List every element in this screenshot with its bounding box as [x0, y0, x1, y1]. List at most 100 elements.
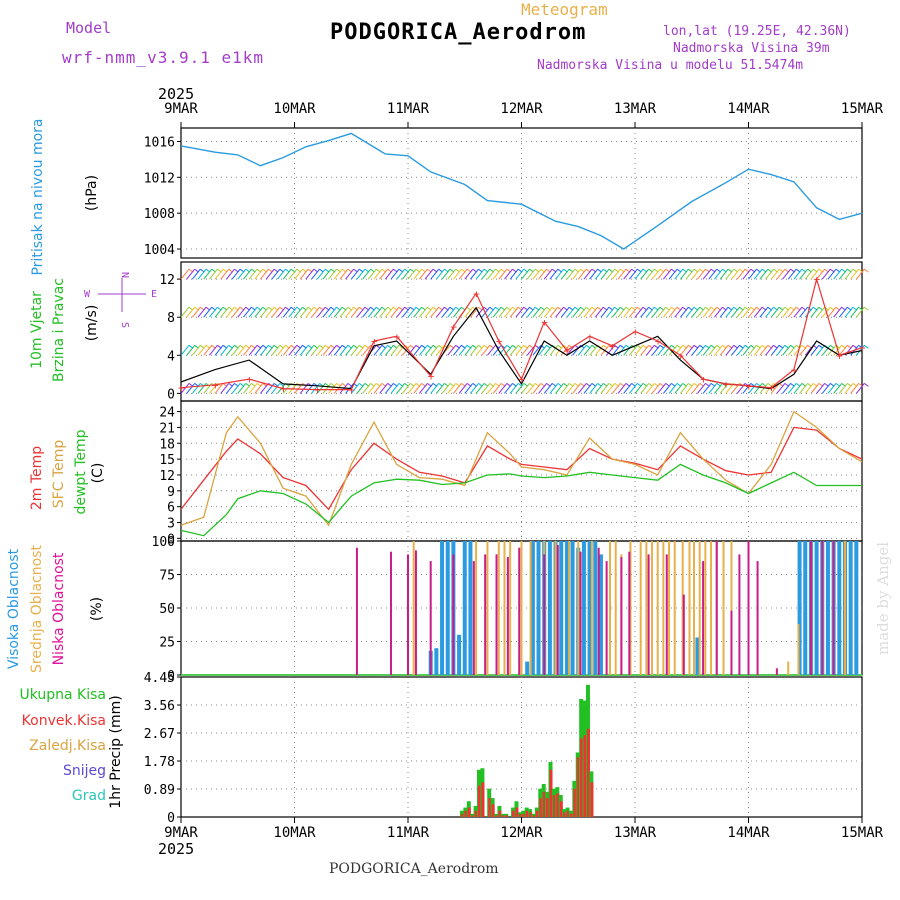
- wind-barb: [816, 383, 825, 394]
- cloud-bar: [484, 554, 487, 675]
- wind-barb: [617, 306, 627, 318]
- cloud-bar: [843, 541, 846, 675]
- wind-barb: [248, 306, 258, 318]
- wind-barb: [288, 306, 298, 318]
- cloud-bar: [518, 547, 521, 675]
- footer-title: PODGORICA_Aerodrom: [329, 861, 499, 877]
- wind-barb: [651, 268, 661, 280]
- wind-barb: [345, 268, 354, 280]
- wind-barb: [833, 268, 843, 280]
- wind-barb: [226, 268, 235, 280]
- wind-barb: [668, 268, 678, 280]
- x-tick-label-top: 15MAR: [841, 101, 884, 117]
- wind-barb: [191, 344, 201, 356]
- x-tick-label-bottom: 14MAR: [727, 825, 770, 841]
- wind-barb: [470, 383, 479, 394]
- wind-barb: [396, 306, 406, 318]
- wind-barb: [277, 306, 286, 318]
- cloud-bar: [503, 541, 506, 675]
- wind-barb: [299, 344, 309, 356]
- wind-barb: [345, 344, 354, 356]
- wind-gust-marker: +: [836, 349, 843, 362]
- cloud-bar: [730, 610, 733, 675]
- wind-barb: [390, 306, 400, 318]
- wind-barb: [271, 383, 281, 394]
- wind-barb: [708, 268, 718, 280]
- wind-barb: [243, 306, 252, 318]
- wind-barb: [487, 344, 496, 356]
- cloud-bar: [497, 541, 500, 675]
- wind-barb: [645, 344, 655, 356]
- wind-barb: [765, 306, 774, 318]
- wind-barb: [816, 344, 825, 356]
- wind-barb: [350, 268, 360, 280]
- label-t2m: 2m Temp: [29, 446, 45, 510]
- wind-barb: [481, 344, 491, 356]
- wind-barb: [260, 268, 269, 280]
- wind-barb: [413, 383, 423, 394]
- wind-barb: [231, 268, 241, 280]
- y-tick-label: 15: [159, 453, 175, 468]
- wind-gust-marker: +: [496, 335, 503, 348]
- wind-barb: [606, 268, 616, 280]
- y-tick-label: 25: [159, 636, 175, 651]
- precip-bar: [505, 815, 509, 817]
- wind-barb: [277, 268, 286, 280]
- cloud-bar: [722, 541, 725, 675]
- wind-barb: [776, 306, 786, 318]
- x-tick-label-bottom: 10MAR: [273, 825, 316, 841]
- wind-barb: [810, 344, 820, 356]
- wind-barb: [736, 344, 746, 356]
- y-tick-label: 6: [167, 501, 175, 516]
- cloud-bar: [472, 561, 475, 675]
- cloud-bar: [620, 557, 623, 675]
- wind-barb: [787, 306, 797, 318]
- wind-barb: [435, 268, 445, 280]
- wind-barb: [328, 344, 337, 356]
- wind-barb: [316, 306, 326, 318]
- wind-barb: [566, 306, 576, 318]
- cloud-bar: [668, 541, 671, 675]
- x-tick-label-top: 13MAR: [614, 101, 657, 117]
- wind-barb: [804, 306, 814, 318]
- wind-barb: [799, 383, 808, 394]
- wind-barb: [220, 268, 230, 280]
- label-cloud-high: Visoka Oblacnost: [6, 548, 22, 669]
- wind-barb: [191, 383, 201, 394]
- wind-barb: [668, 306, 678, 318]
- wind-barb: [674, 306, 684, 318]
- wind-barb: [464, 344, 474, 356]
- precip-bar: [498, 810, 502, 817]
- wind-barb: [509, 306, 519, 318]
- wind-gust-marker: +: [450, 321, 457, 334]
- wind-barb: [549, 344, 559, 356]
- cloud-bar: [702, 561, 705, 675]
- wind-barb: [623, 268, 633, 280]
- y-tick-label: 24: [159, 406, 175, 421]
- y-tick-label: 1016: [144, 135, 175, 150]
- wind-barb: [208, 344, 218, 356]
- wind-gust-marker: +: [564, 345, 571, 358]
- wind-barb: [589, 268, 598, 280]
- x-tick-label-bottom: 9MAR: [164, 825, 198, 841]
- wind-barb: [782, 344, 791, 356]
- cloud-bar: [629, 541, 632, 675]
- wind-gust-marker: +: [280, 383, 287, 396]
- wind-barb: [203, 344, 213, 356]
- wind-barb: [265, 306, 275, 318]
- wind-barb: [560, 306, 570, 318]
- wind-gust-marker: +: [768, 382, 775, 395]
- wind-barb: [617, 268, 627, 280]
- wind-barb: [294, 268, 303, 280]
- wind-barb: [396, 268, 406, 280]
- wind-barb: [691, 383, 701, 394]
- precip-legend-item: Konvek.Kisa: [22, 713, 106, 729]
- wind-barb: [447, 383, 457, 394]
- wind-barb: [634, 383, 644, 394]
- cloud-bar: [520, 541, 523, 675]
- wind-barb: [827, 383, 837, 394]
- wind-barb: [470, 344, 479, 356]
- wind-barb: [864, 306, 869, 311]
- wind-barb: [827, 306, 837, 318]
- precip-legend-item: Grad: [72, 788, 106, 804]
